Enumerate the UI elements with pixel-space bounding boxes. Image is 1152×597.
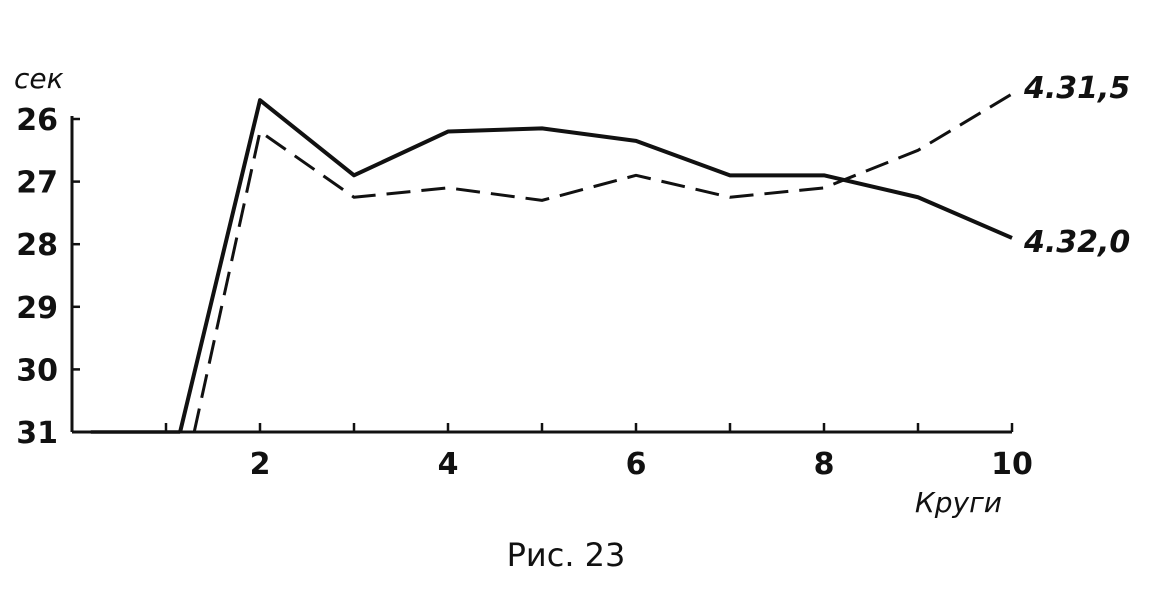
x-tick-label: 10 [991,447,1033,482]
series-lines [90,92,1013,434]
x-tick-label: 6 [626,447,647,482]
series-line-dashed [192,92,1013,433]
axes [70,116,1014,434]
y-tick-label: 26 [16,103,58,138]
x-axis-title: Круги [915,486,1002,519]
y-tick-label: 27 [16,166,58,201]
y-tick-label: 30 [16,353,58,388]
series-end-label-solid: 4.32,0 [1023,225,1130,260]
x-tick-label: 8 [814,447,835,482]
y-tick-label: 29 [16,291,58,326]
figure-caption: Рис. 23 [507,536,626,574]
y-tick-label: 31 [16,416,58,451]
y-tick-label: 28 [16,228,58,263]
x-tick-label: 2 [250,447,271,482]
x-tick-label: 4 [438,447,459,482]
series-end-label-dashed: 4.31,5 [1023,71,1130,106]
labels: 26 27 28 29 30 31 2 4 6 8 10 сек Круги Рис. 23 4.32,0 4… [14,62,1130,574]
series-line-solid [178,98,1013,433]
y-axis-title: сек [14,62,64,95]
